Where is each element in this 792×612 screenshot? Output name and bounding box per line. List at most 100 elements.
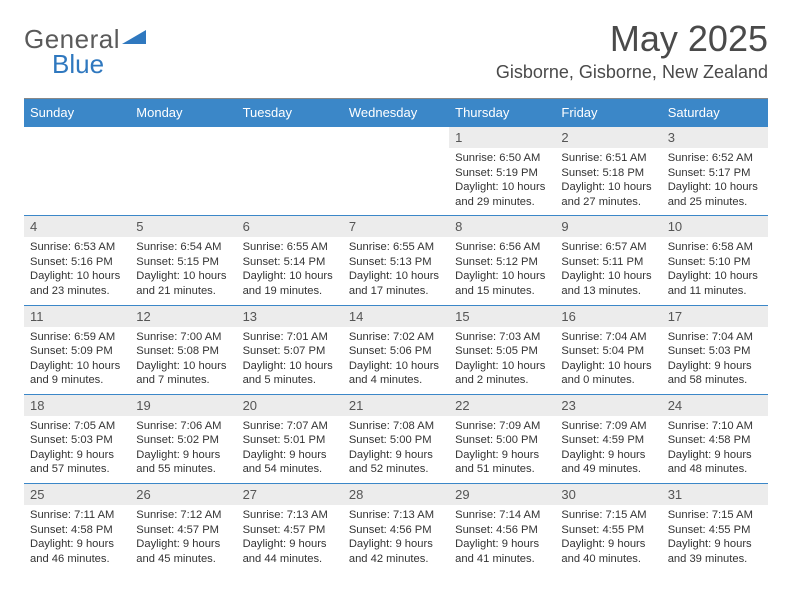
sunrise-line: Sunrise: 6:57 AM — [561, 240, 655, 255]
calendar-cell: 6Sunrise: 6:55 AMSunset: 5:14 PMDaylight… — [237, 216, 343, 305]
daylight-line: Daylight: 10 hours and 4 minutes. — [349, 359, 443, 388]
sunset-line: Sunset: 4:55 PM — [561, 523, 655, 538]
sunset-line: Sunset: 4:57 PM — [136, 523, 230, 538]
calendar-cell: 26Sunrise: 7:12 AMSunset: 4:57 PMDayligh… — [130, 484, 236, 573]
sunset-line: Sunset: 5:06 PM — [349, 344, 443, 359]
sunrise-line: Sunrise: 7:09 AM — [455, 419, 549, 434]
day-details: Sunrise: 6:57 AMSunset: 5:11 PMDaylight:… — [555, 237, 661, 304]
calendar-cell: 5Sunrise: 6:54 AMSunset: 5:15 PMDaylight… — [130, 216, 236, 305]
day-number: 17 — [662, 306, 768, 327]
daylight-line: Daylight: 9 hours and 49 minutes. — [561, 448, 655, 477]
sunrise-line: Sunrise: 7:11 AM — [30, 508, 124, 523]
sunrise-line: Sunrise: 7:00 AM — [136, 330, 230, 345]
day-details: Sunrise: 7:12 AMSunset: 4:57 PMDaylight:… — [130, 505, 236, 572]
daylight-line: Daylight: 10 hours and 0 minutes. — [561, 359, 655, 388]
sunset-line: Sunset: 5:18 PM — [561, 166, 655, 181]
sunset-line: Sunset: 5:00 PM — [349, 433, 443, 448]
sunset-line: Sunset: 4:58 PM — [30, 523, 124, 538]
calendar-table: SundayMondayTuesdayWednesdayThursdayFrid… — [24, 99, 768, 572]
day-number: 9 — [555, 216, 661, 237]
sunset-line: Sunset: 4:59 PM — [561, 433, 655, 448]
daylight-line: Daylight: 10 hours and 23 minutes. — [30, 269, 124, 298]
sunrise-line: Sunrise: 7:14 AM — [455, 508, 549, 523]
calendar-cell: 22Sunrise: 7:09 AMSunset: 5:00 PMDayligh… — [449, 394, 555, 483]
sunset-line: Sunset: 5:08 PM — [136, 344, 230, 359]
daylight-line: Daylight: 10 hours and 7 minutes. — [136, 359, 230, 388]
sunrise-line: Sunrise: 7:07 AM — [243, 419, 337, 434]
day-number: 7 — [343, 216, 449, 237]
calendar-cell: 13Sunrise: 7:01 AMSunset: 5:07 PMDayligh… — [237, 305, 343, 394]
calendar-cell: 10Sunrise: 6:58 AMSunset: 5:10 PMDayligh… — [662, 216, 768, 305]
day-number: 18 — [24, 395, 130, 416]
sunrise-line: Sunrise: 7:04 AM — [561, 330, 655, 345]
daylight-line: Daylight: 10 hours and 27 minutes. — [561, 180, 655, 209]
calendar-cell: 31Sunrise: 7:15 AMSunset: 4:55 PMDayligh… — [662, 484, 768, 573]
day-details: Sunrise: 7:11 AMSunset: 4:58 PMDaylight:… — [24, 505, 130, 572]
sunset-line: Sunset: 4:56 PM — [349, 523, 443, 538]
day-number — [24, 127, 130, 148]
day-details: Sunrise: 7:00 AMSunset: 5:08 PMDaylight:… — [130, 327, 236, 394]
day-details: Sunrise: 6:55 AMSunset: 5:14 PMDaylight:… — [237, 237, 343, 304]
day-details: Sunrise: 6:56 AMSunset: 5:12 PMDaylight:… — [449, 237, 555, 304]
daylight-line: Daylight: 9 hours and 42 minutes. — [349, 537, 443, 566]
day-details: Sunrise: 7:08 AMSunset: 5:00 PMDaylight:… — [343, 416, 449, 483]
sunset-line: Sunset: 4:58 PM — [668, 433, 762, 448]
calendar-cell: 3Sunrise: 6:52 AMSunset: 5:17 PMDaylight… — [662, 127, 768, 216]
calendar-body: 1Sunrise: 6:50 AMSunset: 5:19 PMDaylight… — [24, 127, 768, 573]
daylight-line: Daylight: 9 hours and 41 minutes. — [455, 537, 549, 566]
weekday-header: Friday — [555, 99, 661, 127]
day-number — [130, 127, 236, 148]
calendar-cell: 15Sunrise: 7:03 AMSunset: 5:05 PMDayligh… — [449, 305, 555, 394]
brand-part2: Blue — [52, 49, 148, 80]
sunrise-line: Sunrise: 6:55 AM — [243, 240, 337, 255]
brand-triangle-icon — [122, 28, 148, 51]
sunrise-line: Sunrise: 7:08 AM — [349, 419, 443, 434]
sunrise-line: Sunrise: 7:12 AM — [136, 508, 230, 523]
daylight-line: Daylight: 9 hours and 52 minutes. — [349, 448, 443, 477]
daylight-line: Daylight: 10 hours and 9 minutes. — [30, 359, 124, 388]
day-details: Sunrise: 7:13 AMSunset: 4:57 PMDaylight:… — [237, 505, 343, 572]
calendar-week: 4Sunrise: 6:53 AMSunset: 5:16 PMDaylight… — [24, 216, 768, 305]
daylight-line: Daylight: 9 hours and 58 minutes. — [668, 359, 762, 388]
sunrise-line: Sunrise: 6:53 AM — [30, 240, 124, 255]
sunset-line: Sunset: 5:17 PM — [668, 166, 762, 181]
sunset-line: Sunset: 5:19 PM — [455, 166, 549, 181]
calendar-week: 25Sunrise: 7:11 AMSunset: 4:58 PMDayligh… — [24, 484, 768, 573]
day-number: 13 — [237, 306, 343, 327]
daylight-line: Daylight: 10 hours and 2 minutes. — [455, 359, 549, 388]
calendar-cell: 12Sunrise: 7:00 AMSunset: 5:08 PMDayligh… — [130, 305, 236, 394]
daylight-line: Daylight: 9 hours and 55 minutes. — [136, 448, 230, 477]
calendar-cell: 20Sunrise: 7:07 AMSunset: 5:01 PMDayligh… — [237, 394, 343, 483]
daylight-line: Daylight: 10 hours and 11 minutes. — [668, 269, 762, 298]
day-details: Sunrise: 7:05 AMSunset: 5:03 PMDaylight:… — [24, 416, 130, 483]
day-details — [130, 148, 236, 208]
day-number: 15 — [449, 306, 555, 327]
calendar-cell: 25Sunrise: 7:11 AMSunset: 4:58 PMDayligh… — [24, 484, 130, 573]
calendar-cell: 21Sunrise: 7:08 AMSunset: 5:00 PMDayligh… — [343, 394, 449, 483]
day-details: Sunrise: 7:04 AMSunset: 5:03 PMDaylight:… — [662, 327, 768, 394]
calendar-cell: 29Sunrise: 7:14 AMSunset: 4:56 PMDayligh… — [449, 484, 555, 573]
daylight-line: Daylight: 10 hours and 13 minutes. — [561, 269, 655, 298]
daylight-line: Daylight: 10 hours and 17 minutes. — [349, 269, 443, 298]
daylight-line: Daylight: 9 hours and 46 minutes. — [30, 537, 124, 566]
title-block: May 2025 Gisborne, Gisborne, New Zealand — [496, 18, 768, 83]
calendar-cell: 2Sunrise: 6:51 AMSunset: 5:18 PMDaylight… — [555, 127, 661, 216]
sunset-line: Sunset: 5:07 PM — [243, 344, 337, 359]
day-details: Sunrise: 6:55 AMSunset: 5:13 PMDaylight:… — [343, 237, 449, 304]
day-number: 20 — [237, 395, 343, 416]
daylight-line: Daylight: 10 hours and 25 minutes. — [668, 180, 762, 209]
calendar-cell — [343, 127, 449, 216]
day-details: Sunrise: 7:04 AMSunset: 5:04 PMDaylight:… — [555, 327, 661, 394]
day-number: 11 — [24, 306, 130, 327]
day-details: Sunrise: 7:14 AMSunset: 4:56 PMDaylight:… — [449, 505, 555, 572]
sunrise-line: Sunrise: 6:51 AM — [561, 151, 655, 166]
sunset-line: Sunset: 5:13 PM — [349, 255, 443, 270]
day-number: 5 — [130, 216, 236, 237]
calendar-cell — [130, 127, 236, 216]
sunrise-line: Sunrise: 6:56 AM — [455, 240, 549, 255]
calendar-cell: 17Sunrise: 7:04 AMSunset: 5:03 PMDayligh… — [662, 305, 768, 394]
weekday-header: Sunday — [24, 99, 130, 127]
month-title: May 2025 — [496, 18, 768, 60]
calendar-cell: 16Sunrise: 7:04 AMSunset: 5:04 PMDayligh… — [555, 305, 661, 394]
day-details: Sunrise: 6:59 AMSunset: 5:09 PMDaylight:… — [24, 327, 130, 394]
